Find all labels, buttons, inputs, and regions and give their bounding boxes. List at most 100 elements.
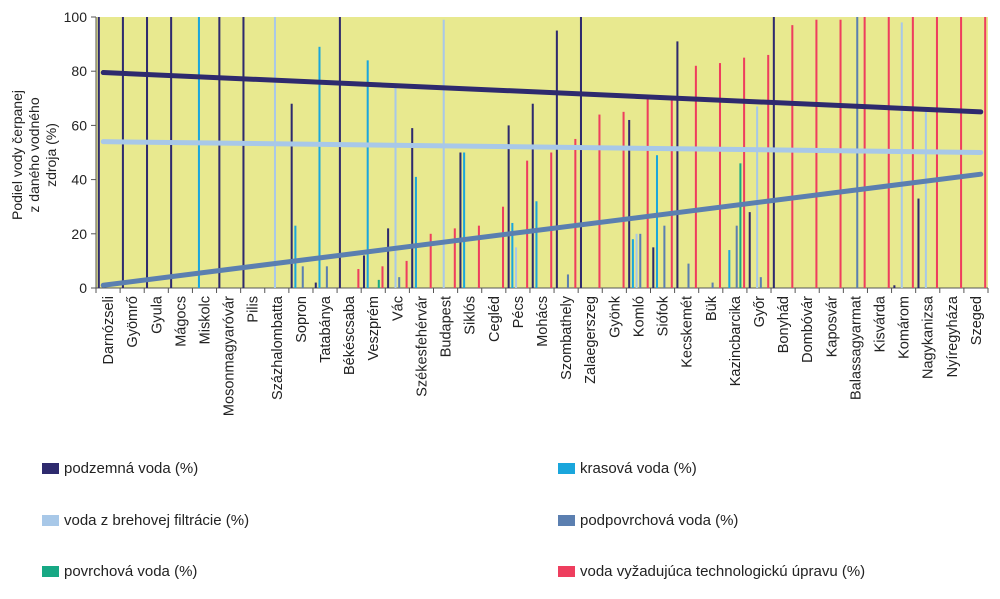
x-category-label: Veszprém bbox=[366, 296, 382, 360]
bar bbox=[459, 152, 462, 288]
x-category-label: Gyula bbox=[149, 295, 165, 334]
x-category-label: Siklós bbox=[463, 296, 479, 335]
legend-swatch bbox=[42, 565, 59, 577]
x-category-label: Gyömrő bbox=[125, 296, 141, 348]
bar bbox=[242, 17, 245, 288]
x-category-label: Mosonmagyaróvár bbox=[222, 296, 238, 416]
x-category-label: Vác bbox=[390, 296, 406, 321]
bar bbox=[767, 54, 770, 288]
bar bbox=[748, 212, 751, 288]
bar bbox=[917, 198, 920, 288]
bar bbox=[711, 282, 714, 288]
bar bbox=[453, 228, 456, 288]
bar bbox=[387, 228, 390, 288]
x-category-label: Bonyhád bbox=[776, 296, 792, 353]
y-tick-label: 100 bbox=[64, 9, 88, 25]
x-category-label: Békéscsaba bbox=[342, 295, 358, 375]
x-category-label: Sopron bbox=[294, 296, 310, 343]
legend-item: podzemná voda (%) bbox=[42, 458, 198, 478]
legend-item: krasová voda (%) bbox=[558, 458, 697, 478]
x-category-label: Százhalombatta bbox=[270, 295, 286, 400]
bar bbox=[325, 266, 328, 288]
bar bbox=[655, 155, 659, 288]
bar bbox=[663, 225, 666, 288]
bar bbox=[646, 98, 649, 288]
bar bbox=[377, 279, 380, 288]
bar bbox=[218, 17, 221, 288]
bar bbox=[718, 63, 722, 288]
y-tick-label: 60 bbox=[71, 117, 87, 133]
x-category-label: Cegléd bbox=[487, 296, 503, 342]
x-category-label: Zalaegerszeg bbox=[583, 296, 599, 384]
x-category-label: Kisvárda bbox=[873, 295, 889, 352]
x-category-label: Pécs bbox=[511, 296, 527, 328]
bar bbox=[670, 98, 673, 288]
legend-swatch bbox=[558, 514, 575, 526]
x-category-label: Balassagyarmat bbox=[848, 296, 864, 400]
bar bbox=[290, 103, 293, 288]
legend-item: podpovrchová voda (%) bbox=[558, 510, 738, 530]
x-category-label: Kaposvár bbox=[824, 296, 840, 357]
bar bbox=[429, 233, 432, 288]
x-category-label: Tatabánya bbox=[318, 295, 334, 363]
bar bbox=[631, 239, 634, 288]
series-2 bbox=[273, 17, 927, 289]
x-category-label: Kazincbarcika bbox=[728, 295, 744, 386]
series-0 bbox=[97, 17, 920, 289]
trendline bbox=[100, 70, 984, 115]
bar bbox=[759, 277, 762, 288]
bar bbox=[628, 119, 631, 288]
bar bbox=[502, 206, 505, 288]
bar bbox=[531, 103, 534, 288]
x-category-label: Nagykanizsa bbox=[921, 295, 937, 379]
series-1 bbox=[197, 17, 731, 289]
bar bbox=[511, 222, 514, 288]
bar bbox=[442, 19, 445, 289]
bar bbox=[411, 128, 414, 288]
bar bbox=[398, 277, 401, 288]
legend-item: voda vyžadujúca technologickú úpravu (%) bbox=[558, 561, 865, 581]
legend-swatch bbox=[42, 462, 59, 474]
bar bbox=[924, 109, 927, 288]
bar bbox=[170, 17, 173, 288]
bar bbox=[694, 65, 697, 288]
bar bbox=[294, 225, 297, 288]
bar bbox=[984, 17, 987, 288]
trendline bbox=[100, 139, 984, 155]
legend-item: voda z brehovej filtrácie (%) bbox=[42, 510, 249, 530]
bar bbox=[598, 114, 601, 288]
series-4 bbox=[377, 163, 742, 288]
y-tick-label: 0 bbox=[79, 280, 87, 296]
y-tick-label: 20 bbox=[71, 226, 87, 242]
bar bbox=[301, 266, 304, 288]
x-category-label: Miskolc bbox=[197, 296, 213, 344]
legend-label: voda vyžadujúca technologickú úpravu (%) bbox=[580, 562, 866, 580]
bar bbox=[566, 274, 569, 288]
bar bbox=[735, 225, 738, 288]
bar bbox=[273, 17, 276, 288]
x-category-label: Győr bbox=[752, 296, 768, 328]
bar bbox=[477, 225, 480, 288]
bar bbox=[515, 247, 518, 288]
bar bbox=[639, 233, 642, 288]
legend-label: krasová voda (%) bbox=[580, 459, 697, 477]
x-category-label: Szombathely bbox=[559, 295, 575, 380]
x-category-label: Komló bbox=[631, 296, 647, 337]
x-category-label: Pilis bbox=[246, 296, 262, 323]
bar bbox=[414, 176, 417, 288]
legend-swatch bbox=[558, 462, 575, 474]
bar bbox=[728, 250, 731, 288]
x-category-label: Mágocs bbox=[173, 296, 189, 347]
bar bbox=[121, 17, 124, 288]
bar bbox=[463, 152, 466, 288]
bar bbox=[362, 255, 366, 288]
bar bbox=[756, 106, 759, 289]
bar bbox=[676, 41, 679, 288]
bar bbox=[579, 17, 582, 288]
bar bbox=[739, 163, 742, 288]
bar bbox=[381, 266, 384, 288]
x-category-label: Bük bbox=[704, 295, 720, 321]
bar bbox=[743, 57, 746, 289]
y-axis-title: Podiel vody čerpanejz daného vodnéhozdro… bbox=[9, 90, 59, 220]
